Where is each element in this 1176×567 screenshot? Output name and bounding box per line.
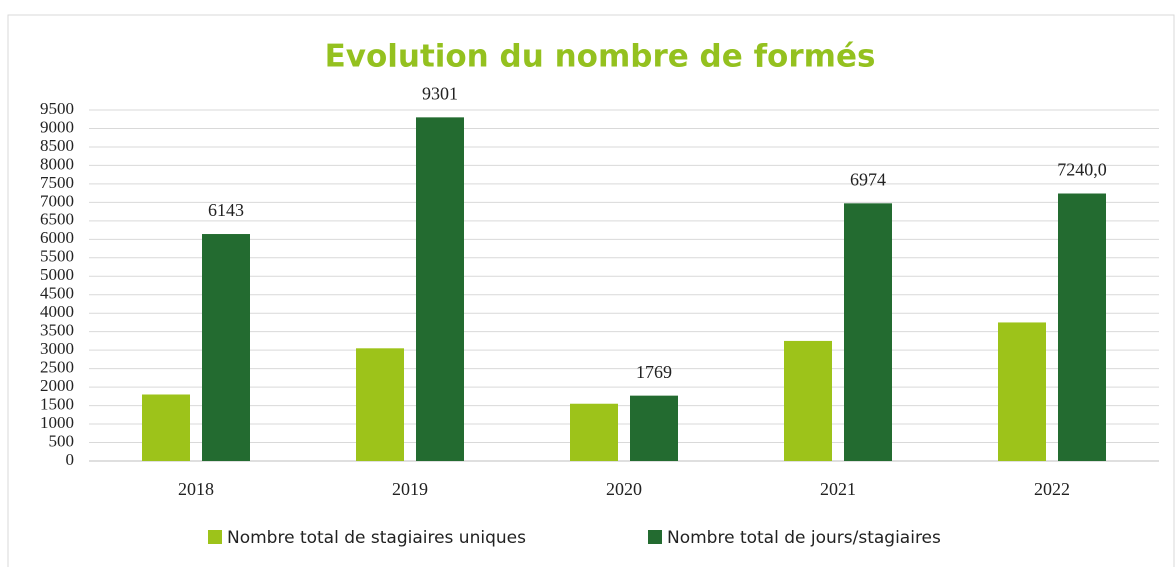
y-tick-label: 1000 xyxy=(40,413,74,432)
bar xyxy=(356,348,404,461)
y-tick-label: 2500 xyxy=(40,358,74,377)
x-tick-label: 2020 xyxy=(606,479,642,499)
y-tick-label: 0 xyxy=(66,450,75,469)
x-tick-label: 2022 xyxy=(1034,479,1070,499)
y-tick-label: 1500 xyxy=(40,394,74,413)
y-tick-label: 5000 xyxy=(40,265,74,284)
y-tick-label: 6000 xyxy=(40,228,74,247)
x-tick-label: 2018 xyxy=(178,479,214,499)
y-tick-label: 8000 xyxy=(40,154,74,173)
bar xyxy=(202,234,250,461)
bar xyxy=(142,394,190,461)
y-tick-label: 5500 xyxy=(40,247,74,266)
y-tick-label: 7000 xyxy=(40,191,74,210)
x-tick-label: 2021 xyxy=(820,479,856,499)
bar xyxy=(416,117,464,461)
bar xyxy=(630,395,678,461)
y-tick-label: 6500 xyxy=(40,210,74,229)
bar xyxy=(570,403,618,461)
y-tick-label: 3500 xyxy=(40,321,74,340)
y-tick-label: 4000 xyxy=(40,302,74,321)
data-label: 6143 xyxy=(208,200,244,220)
data-label: 6974 xyxy=(850,169,886,189)
chart-title: Evolution du nombre de formés xyxy=(325,39,876,75)
y-tick-label: 9000 xyxy=(40,117,74,136)
legend-swatch xyxy=(208,530,222,544)
legend-label: Nombre total de jours/stagiaires xyxy=(667,528,941,548)
data-label: 7240,0 xyxy=(1057,160,1107,180)
data-label: 9301 xyxy=(422,83,458,103)
y-tick-label: 2000 xyxy=(40,376,74,395)
y-tick-label: 7500 xyxy=(40,173,74,192)
legend-swatch xyxy=(648,530,662,544)
x-tick-label: 2019 xyxy=(392,479,428,499)
chart-frame xyxy=(7,14,1175,567)
y-tick-label: 8500 xyxy=(40,136,74,155)
y-tick-label: 4500 xyxy=(40,284,74,303)
data-label: 1769 xyxy=(636,362,672,382)
legend-label: Nombre total de stagiaires uniques xyxy=(227,528,526,548)
bar xyxy=(844,203,892,462)
bar xyxy=(1058,193,1106,462)
y-tick-label: 500 xyxy=(49,431,75,450)
y-tick-label: 3000 xyxy=(40,339,74,358)
bar xyxy=(998,322,1046,461)
bar xyxy=(784,340,832,461)
y-tick-label: 9500 xyxy=(40,99,74,118)
